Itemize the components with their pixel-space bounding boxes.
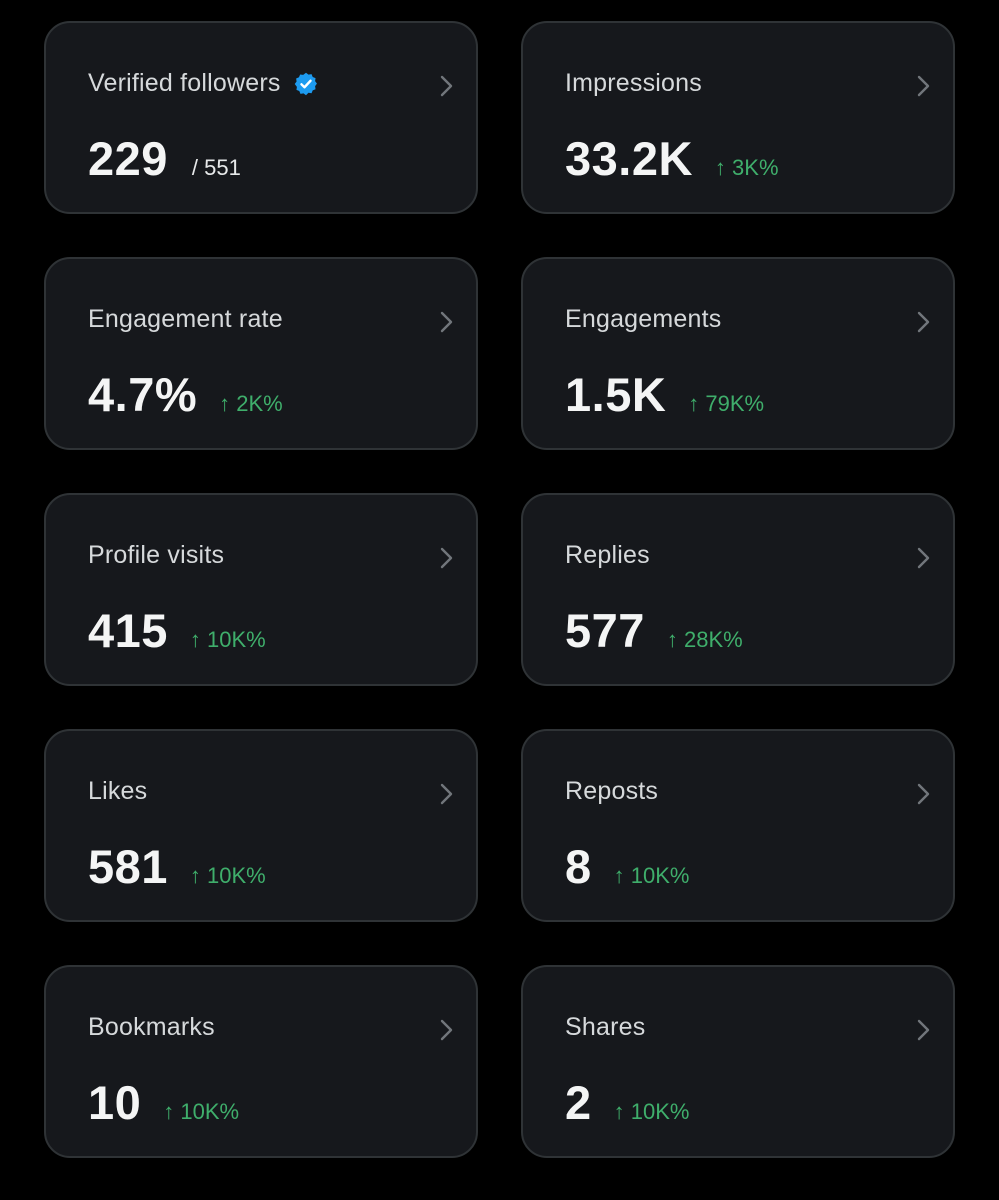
card-change: ↑ 2K% [219, 391, 283, 416]
card-change: ↑ 10K% [189, 627, 266, 652]
card-verified-followers[interactable]: Verified followers 229 / 551 [44, 21, 478, 214]
card-label: Engagement rate [88, 305, 283, 333]
card-label: Shares [565, 1013, 646, 1041]
card-engagements[interactable]: Engagements 1.5K ↑ 79K% [521, 257, 955, 450]
card-value-row: 229 / 551 [88, 131, 241, 186]
card-value: 8 [565, 840, 592, 893]
chevron-right-icon[interactable] [438, 309, 456, 335]
card-value-row: 8 ↑ 10K% [565, 839, 689, 894]
card-replies[interactable]: Replies 577 ↑ 28K% [521, 493, 955, 686]
card-total: / 551 [191, 155, 241, 180]
card-bookmarks[interactable]: Bookmarks 10 ↑ 10K% [44, 965, 478, 1158]
card-value: 33.2K [565, 132, 693, 185]
card-header: Reposts [565, 777, 658, 806]
card-value: 2 [565, 1076, 592, 1129]
card-change: ↑ 10K% [613, 1099, 690, 1124]
card-label: Impressions [565, 69, 702, 97]
card-header: Likes [88, 777, 147, 806]
card-header: Profile visits [88, 541, 224, 570]
card-label: Engagements [565, 305, 722, 333]
card-label: Replies [565, 541, 650, 569]
card-likes[interactable]: Likes 581 ↑ 10K% [44, 729, 478, 922]
card-value-row: 4.7% ↑ 2K% [88, 367, 283, 422]
card-value-row: 33.2K ↑ 3K% [565, 131, 779, 186]
card-value-row: 2 ↑ 10K% [565, 1075, 689, 1130]
card-value: 10 [88, 1076, 142, 1129]
card-value-row: 10 ↑ 10K% [88, 1075, 239, 1130]
chevron-right-icon[interactable] [915, 1017, 933, 1043]
card-header: Engagements [565, 305, 721, 334]
chevron-right-icon[interactable] [438, 545, 456, 571]
card-value-row: 415 ↑ 10K% [88, 603, 266, 658]
card-change: ↑ 3K% [714, 155, 779, 180]
chevron-right-icon[interactable] [438, 73, 456, 99]
card-label: Verified followers [88, 69, 281, 97]
chevron-right-icon[interactable] [915, 781, 933, 807]
card-value: 415 [88, 604, 168, 657]
card-change: ↑ 10K% [613, 863, 690, 888]
card-reposts[interactable]: Reposts 8 ↑ 10K% [521, 729, 955, 922]
card-header: Impressions [565, 69, 702, 98]
card-value: 1.5K [565, 368, 667, 421]
chevron-right-icon[interactable] [915, 73, 933, 99]
card-value: 4.7% [88, 368, 198, 421]
card-value-row: 577 ↑ 28K% [565, 603, 743, 658]
card-label: Bookmarks [88, 1013, 215, 1041]
card-value: 577 [565, 604, 645, 657]
card-header: Bookmarks [88, 1013, 215, 1042]
card-value-row: 581 ↑ 10K% [88, 839, 266, 894]
card-label: Profile visits [88, 541, 225, 569]
card-change: ↑ 28K% [666, 627, 743, 652]
card-change: ↑ 10K% [163, 1099, 240, 1124]
card-value-row: 1.5K ↑ 79K% [565, 367, 764, 422]
chevron-right-icon[interactable] [915, 309, 933, 335]
chevron-right-icon[interactable] [438, 1017, 456, 1043]
card-value: 581 [88, 840, 168, 893]
card-label: Likes [88, 777, 148, 805]
card-value: 229 [88, 132, 168, 185]
card-label: Reposts [565, 777, 659, 805]
card-header: Engagement rate [88, 305, 283, 334]
card-header: Verified followers [88, 69, 319, 98]
card-header: Replies [565, 541, 650, 570]
chevron-right-icon[interactable] [915, 545, 933, 571]
analytics-card-grid: Verified followers 229 / 551 Impressions… [44, 21, 955, 1158]
card-header: Shares [565, 1013, 645, 1042]
card-shares[interactable]: Shares 2 ↑ 10K% [521, 965, 955, 1158]
card-impressions[interactable]: Impressions 33.2K ↑ 3K% [521, 21, 955, 214]
card-engagement-rate[interactable]: Engagement rate 4.7% ↑ 2K% [44, 257, 478, 450]
card-profile-visits[interactable]: Profile visits 415 ↑ 10K% [44, 493, 478, 686]
card-change: ↑ 79K% [688, 391, 765, 416]
chevron-right-icon[interactable] [438, 781, 456, 807]
verified-badge-icon [293, 71, 319, 97]
card-change: ↑ 10K% [189, 863, 266, 888]
